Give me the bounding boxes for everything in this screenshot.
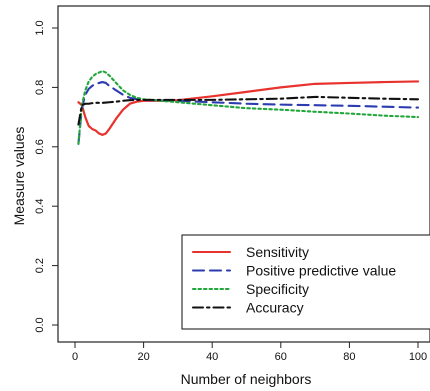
legend-label-3: Specificity xyxy=(246,281,309,297)
y-tick-label: 0.4 xyxy=(34,199,46,214)
x-tick-label: 0 xyxy=(72,351,78,363)
series-line-2 xyxy=(77,81,420,145)
x-tick-label: 100 xyxy=(409,351,427,363)
plot-frame xyxy=(57,5,430,343)
x-tick-label: 60 xyxy=(275,351,287,363)
x-axis-label: Number of neighbors xyxy=(181,371,312,387)
axes-layer: 0 20 40 60 80 100 0.0 0.2 0.4 0.6 0.8 1.0 xyxy=(34,5,430,363)
y-axis-label: Measure values xyxy=(11,127,27,226)
legend-label-1: Sensitivity xyxy=(246,244,309,260)
y-tick-label: 0.2 xyxy=(34,258,46,273)
y-tick-label: 0.8 xyxy=(34,80,46,95)
y-tick-label: 1.0 xyxy=(34,20,46,35)
series-line-4 xyxy=(77,95,420,126)
x-tick-label: 40 xyxy=(206,351,218,363)
legend-layer: Sensitivity Positive predictive value Spec… xyxy=(181,234,430,330)
legend-label-4: Accuracy xyxy=(246,300,304,316)
series-layer xyxy=(77,70,420,145)
series-line-3 xyxy=(77,70,420,145)
legend-label-2: Positive predictive value xyxy=(246,263,396,279)
legend-box xyxy=(181,234,430,330)
y-tick-label: 0.0 xyxy=(34,317,46,332)
series-line-1 xyxy=(77,80,420,137)
x-tick-label: 80 xyxy=(343,351,355,363)
y-tick-label: 0.6 xyxy=(34,139,46,154)
x-tick-label: 20 xyxy=(137,351,149,363)
